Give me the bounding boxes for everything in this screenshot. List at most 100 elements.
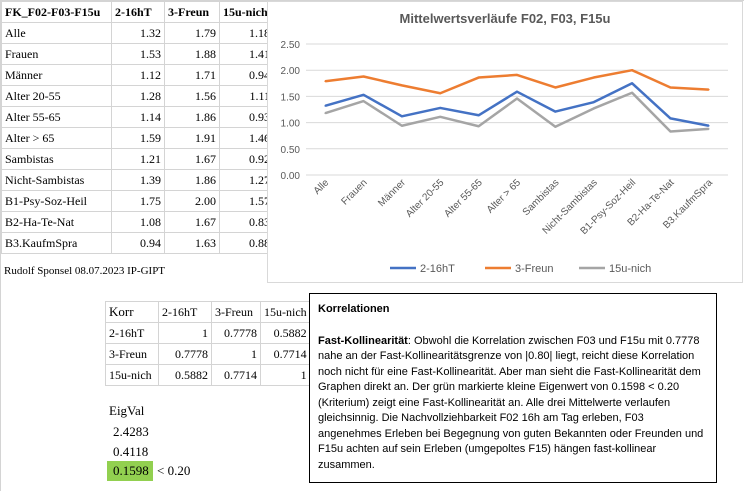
value-cell[interactable]: 1.59 (111, 127, 165, 149)
value-cell[interactable]: 1.63 (164, 232, 220, 254)
value-cell[interactable]: 1.11 (219, 85, 274, 107)
value-cell[interactable]: 1.12 (111, 64, 165, 86)
korr-row-label[interactable]: 15u-nich (105, 364, 159, 386)
value-cell[interactable]: 0.93 (219, 106, 274, 128)
korr-column-header[interactable]: 2-16hT (158, 301, 212, 323)
table-row: B3.KaufmSpra 0.94 1.63 0.88 (1, 232, 274, 254)
value-cell[interactable]: 1.14 (111, 106, 165, 128)
row-label-cell[interactable]: Alle (1, 22, 112, 44)
row-label-cell[interactable]: Alter 55-65 (1, 106, 112, 128)
table-row: Nicht-Sambistas 1.39 1.86 1.27 (1, 169, 274, 191)
correlation-textbox[interactable]: Korrelationen Fast-Kollinearität: Obwohl… (309, 293, 717, 483)
value-cell[interactable]: 1.67 (164, 211, 220, 233)
value-cell[interactable]: 1.75 (111, 190, 165, 212)
value-cell[interactable]: 1.79 (164, 22, 220, 44)
data-point (439, 92, 442, 95)
value-cell[interactable]: 1.39 (111, 169, 165, 191)
textbox-text: : Obwohl die Korrelation zwischen F03 un… (318, 334, 704, 471)
column-header[interactable]: 15u-nich (219, 1, 274, 23)
value-cell[interactable]: 2.00 (164, 190, 220, 212)
row-label-cell[interactable]: Sambistas (1, 148, 112, 170)
textbox-lead: Fast-Kollinearität (318, 334, 408, 347)
value-cell[interactable]: 0.94 (219, 64, 274, 86)
row-label-cell[interactable]: Alter 20-55 (1, 85, 112, 107)
korr-row: 3-Freun 0.7778 1 0.7714 (105, 343, 311, 365)
value-cell[interactable]: 1.18 (219, 22, 274, 44)
table-title-cell[interactable]: FK_F02-F03-F15u (1, 1, 112, 23)
korr-value-cell[interactable]: 1 (260, 364, 311, 386)
value-cell[interactable]: 1.56 (164, 85, 220, 107)
data-point (631, 82, 633, 85)
data-point (669, 86, 672, 89)
row-label-cell[interactable]: Frauen (1, 43, 112, 65)
korr-value-cell[interactable]: 1 (158, 322, 212, 344)
value-cell[interactable]: 1.46 (219, 127, 274, 149)
row-label-cell[interactable]: Nicht-Sambistas (1, 169, 112, 191)
table-row: Alter > 65 1.59 1.91 1.46 (1, 127, 274, 149)
korr-value-cell[interactable]: 0.5882 (260, 322, 311, 344)
korr-title-cell[interactable]: Korr (105, 301, 159, 323)
value-cell[interactable]: 1.28 (111, 85, 165, 107)
y-tick-label: 1.50 (281, 92, 301, 103)
row-label-cell[interactable]: Alter > 65 (1, 127, 112, 149)
table-row: Alle 1.32 1.79 1.18 (1, 22, 274, 44)
value-cell[interactable]: 1.08 (111, 211, 165, 233)
data-point (669, 117, 672, 120)
x-tick-label: Alter > 65 (485, 177, 524, 216)
korr-value-cell[interactable]: 0.7778 (211, 322, 261, 344)
y-tick-label: 0.00 (281, 171, 301, 182)
x-tick-label: Männer (376, 177, 408, 209)
korr-column-header[interactable]: 15u-nich (260, 301, 311, 323)
korr-value-cell[interactable]: 1 (211, 343, 261, 365)
y-tick-label: 1.00 (281, 119, 301, 130)
row-label-cell[interactable]: B2-Ha-Te-Nat (1, 211, 112, 233)
eigval-3-highlighted[interactable]: 0.1598 (107, 461, 153, 481)
value-cell[interactable]: 1.27 (219, 169, 274, 191)
data-point (516, 97, 518, 100)
korr-value-cell[interactable]: 0.7714 (211, 364, 261, 386)
line-chart[interactable]: Mittelwertsverläufe F02, F03, F15u 0.00 0… (267, 1, 743, 283)
value-cell[interactable]: 1.41 (219, 43, 274, 65)
eigval-criterion[interactable]: < 0.20 (157, 463, 191, 478)
data-point (401, 84, 403, 87)
data-point (592, 101, 595, 103)
value-cell[interactable]: 1.57 (219, 190, 274, 212)
credit-text[interactable]: Rudolf Sponsel 08.07.2023 IP-GIPT (4, 265, 166, 277)
korr-column-header[interactable]: 3-Freun (211, 301, 261, 323)
row-label-cell[interactable]: Männer (1, 64, 112, 86)
korr-value-cell[interactable]: 0.7778 (158, 343, 212, 365)
korr-row-label[interactable]: 3-Freun (105, 343, 159, 365)
value-cell[interactable]: 1.67 (164, 148, 220, 170)
value-cell[interactable]: 0.83 (219, 211, 274, 233)
row-label-cell[interactable]: B1-Psy-Soz-Heil (1, 190, 112, 212)
value-cell[interactable]: 1.86 (164, 106, 220, 128)
korr-value-cell[interactable]: 0.5882 (158, 364, 212, 386)
value-cell[interactable]: 1.71 (164, 64, 220, 86)
korr-value-cell[interactable]: 0.7714 (260, 343, 311, 365)
row-label-cell[interactable]: B3.KaufmSpra (1, 232, 112, 254)
eigval-1[interactable]: 2.4283 (113, 424, 149, 439)
data-point (477, 76, 480, 79)
data-point (324, 112, 326, 114)
value-cell[interactable]: 0.94 (111, 232, 165, 254)
korr-row-label[interactable]: 2-16hT (105, 322, 159, 344)
value-cell[interactable]: 1.21 (111, 148, 165, 170)
series-line-2-16hT (324, 82, 710, 127)
table-row: Frauen 1.53 1.88 1.41 (1, 43, 274, 65)
value-cell[interactable]: 1.91 (164, 127, 220, 149)
data-point (362, 75, 365, 78)
value-cell[interactable]: 1.53 (111, 43, 165, 65)
column-header[interactable]: 2-16hT (111, 1, 165, 23)
value-cell[interactable]: 1.86 (164, 169, 220, 191)
value-cell[interactable]: 0.88 (219, 232, 274, 254)
table-row: Männer 1.12 1.71 0.94 (1, 64, 274, 86)
value-cell[interactable]: 1.88 (164, 43, 220, 65)
eigval-label[interactable]: EigVal (109, 403, 145, 418)
data-point (708, 88, 710, 91)
value-cell[interactable]: 0.92 (219, 148, 274, 170)
value-cell[interactable]: 1.32 (111, 22, 165, 44)
x-tick-label: Alle (312, 177, 332, 197)
y-tick-label: 2.50 (281, 40, 301, 51)
eigval-2[interactable]: 0.4118 (113, 444, 149, 459)
column-header[interactable]: 3-Freun (164, 1, 220, 23)
